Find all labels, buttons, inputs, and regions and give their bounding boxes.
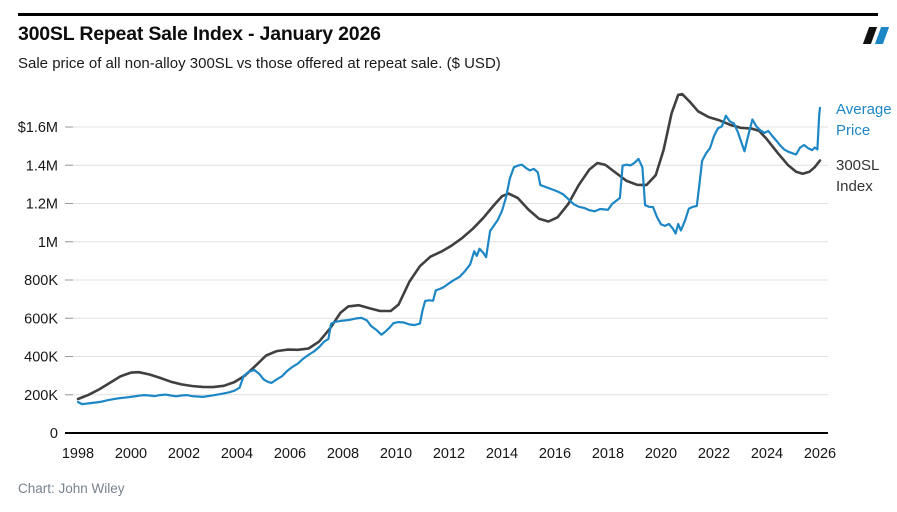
x-tick-label: 2014	[486, 446, 518, 462]
x-tick-label: 2018	[592, 446, 624, 462]
series-line-300sl-index	[76, 92, 822, 401]
x-tick-label: 2008	[327, 446, 359, 462]
x-tick-label: 2004	[221, 446, 253, 462]
x-tick-label: 2024	[751, 446, 783, 462]
page-subtitle: Sale price of all non-alloy 300SL vs tho…	[18, 55, 501, 72]
x-tick-label: 2020	[645, 446, 677, 462]
x-tick-label: 2026	[804, 446, 836, 462]
x-tick-label: 2022	[698, 446, 730, 462]
footer-credit: Chart: John Wiley	[18, 481, 125, 496]
top-rule	[18, 13, 878, 16]
x-tick-label: 2012	[433, 446, 465, 462]
x-tick-label: 1998	[62, 446, 94, 462]
x-tick-label: 2002	[168, 446, 200, 462]
legend-300sl-index: 300SL Index	[836, 157, 879, 195]
y-tick-label: 600K	[24, 311, 58, 327]
page-title: 300SL Repeat Sale Index - January 2026	[18, 23, 381, 45]
x-tick-label: 2000	[115, 446, 147, 462]
y-tick-label: $1.6M	[18, 120, 58, 136]
y-tick-label: 0	[50, 426, 58, 442]
y-tick-label: 1.2M	[26, 197, 58, 213]
y-tick-label: 400K	[24, 350, 58, 366]
y-tick-label: 1.4M	[26, 158, 58, 174]
y-tick-label: 200K	[24, 388, 58, 404]
y-tick-label: 1M	[38, 235, 58, 251]
legend-average-price: Average Price	[836, 101, 892, 139]
x-tick-label: 2010	[380, 446, 412, 462]
y-tick-label: 800K	[24, 273, 58, 289]
x-tick-label: 2016	[539, 446, 571, 462]
x-tick-label: 2006	[274, 446, 306, 462]
series-line-average-price	[76, 106, 822, 406]
